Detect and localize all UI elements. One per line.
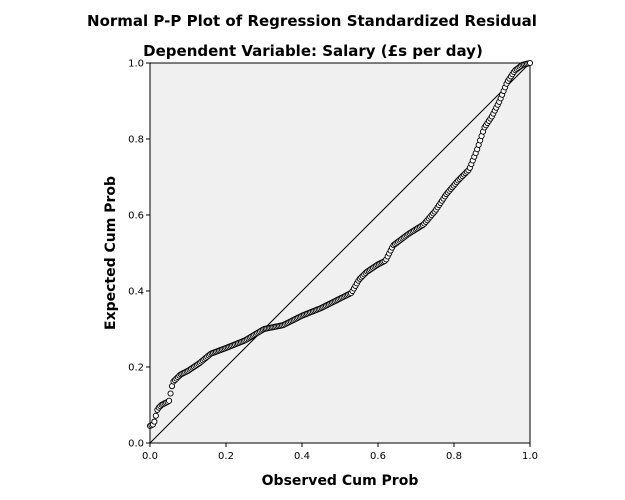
y-tick-label: 0.2: [128, 363, 144, 374]
x-tick-label: 0.0: [142, 451, 158, 462]
y-tick-label: 0.8: [128, 135, 144, 146]
y-axis-label: Expected Cum Prob: [103, 176, 119, 330]
y-tick-label: 0.6: [128, 211, 144, 222]
x-tick-label: 0.6: [370, 451, 386, 462]
x-tick-label: 0.8: [446, 451, 462, 462]
data-point: [151, 418, 158, 425]
x-tick-label: 1.0: [522, 451, 538, 462]
x-tick-label: 0.4: [294, 451, 310, 462]
data-point: [166, 397, 173, 404]
y-tick-label: 0.0: [128, 439, 144, 450]
data-points: [146, 59, 534, 429]
data-point: [526, 59, 534, 67]
x-tick-label: 0.2: [218, 451, 234, 462]
y-axis-ticks: 0.0 0.2 0.4 0.6 0.8 1.0: [128, 59, 150, 450]
data-point: [167, 390, 174, 397]
reference-line: [149, 62, 531, 444]
chart-subtitle: Dependent Variable: Salary (£s per day): [143, 42, 483, 60]
x-axis-label: Observed Cum Prob: [262, 473, 419, 489]
x-axis-ticks: 0.0 0.2 0.4 0.6 0.8 1.0: [142, 443, 538, 462]
chart-title: Normal P-P Plot of Regression Standardiz…: [87, 12, 537, 30]
data-point: [152, 412, 159, 419]
reference-line-group: [149, 62, 531, 444]
y-tick-label: 0.4: [128, 287, 144, 298]
y-tick-label: 1.0: [128, 59, 144, 70]
